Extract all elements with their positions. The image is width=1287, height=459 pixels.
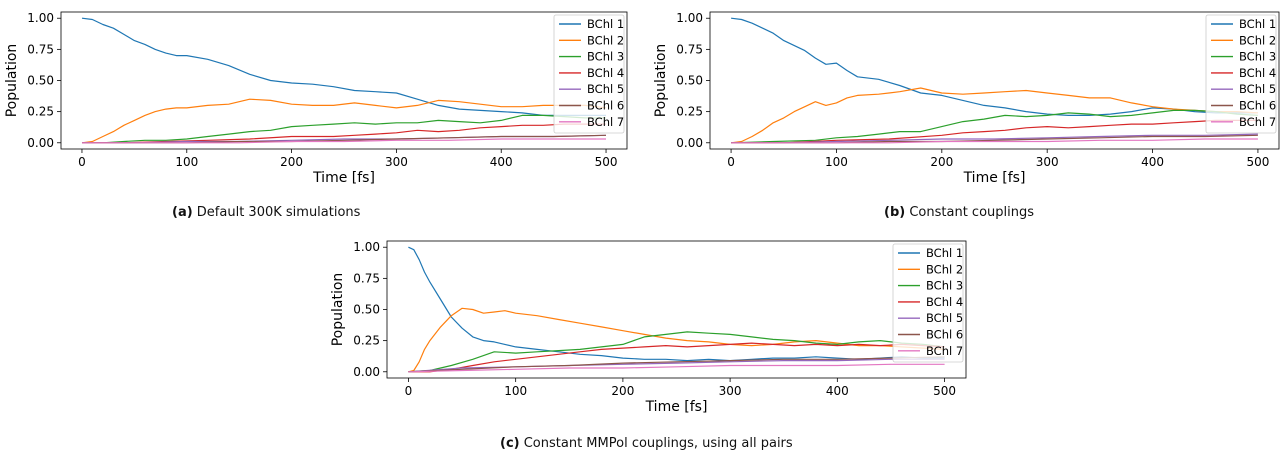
x-tick-label: 200	[280, 155, 303, 169]
caption-b-text: Constant couplings	[909, 205, 1034, 220]
caption-c-label: (c)	[500, 436, 520, 451]
legend-box	[892, 243, 964, 363]
legend-entry-2: BChl 2	[1239, 33, 1276, 47]
y-tick-label: 0.50	[676, 74, 703, 88]
legend-entry-3: BChl 3	[587, 50, 624, 64]
legend-box	[553, 14, 625, 134]
caption-c: (c) Constant MMPol couplings, using all …	[500, 436, 793, 451]
y-tick-label: 0.00	[353, 365, 380, 379]
chart-panel-3: 0 100 200 300 400 500 0.00 0.25 0.50 0.75 1.00 Time…	[330, 240, 967, 415]
x-tick-label: 300	[1036, 155, 1059, 169]
y-tick-label: 0.50	[27, 74, 54, 88]
series-line-3	[82, 114, 606, 144]
legend-entry-7: BChl 7	[587, 115, 624, 129]
x-tick-label: 500	[595, 155, 618, 169]
y-tick-label: 0.00	[27, 136, 54, 150]
series-line-4	[731, 119, 1258, 144]
legend: BChl 1 BChl 2 BChl 3 BChl 4 BChl 5 BChl 6 BChl…	[892, 243, 964, 363]
x-tick-label: 500	[933, 384, 956, 398]
x-tick-label: 0	[405, 384, 413, 398]
y-axis-label: Population	[653, 44, 669, 118]
legend-entry-1: BChl 1	[1239, 17, 1276, 31]
legend-box	[1205, 14, 1277, 134]
series-line-1	[731, 17, 1258, 117]
series-line-3	[731, 109, 1258, 144]
legend-entry-3: BChl 3	[1239, 50, 1276, 64]
legend-entry-7: BChl 7	[1239, 115, 1276, 129]
caption-b-label: (b)	[884, 205, 906, 220]
y-tick-label: 1.00	[353, 240, 380, 254]
caption-a-text: Default 300K simulations	[196, 205, 361, 220]
x-axis-label: Time [fs]	[312, 170, 375, 186]
x-axis-label: Time [fs]	[963, 170, 1026, 186]
series-line-2	[408, 307, 945, 373]
series-line-5	[731, 133, 1258, 144]
caption-a-label: (a)	[172, 205, 193, 220]
series-line-6	[408, 356, 945, 373]
legend-entry-4: BChl 4	[587, 66, 624, 80]
series-line-7	[731, 138, 1258, 144]
caption-c-text: Constant MMPol couplings, using all pair…	[523, 436, 793, 451]
legend-entry-1: BChl 1	[926, 246, 963, 260]
x-tick-label: 400	[826, 384, 849, 398]
legend-entry-4: BChl 4	[926, 295, 963, 309]
caption-a: (a) Default 300K simulations	[172, 205, 360, 220]
y-tick-label: 0.00	[676, 136, 703, 150]
x-axis-label: Time [fs]	[645, 399, 708, 415]
x-tick-label: 100	[825, 155, 848, 169]
x-tick-label: 200	[930, 155, 953, 169]
legend-entry-5: BChl 5	[1239, 82, 1276, 96]
y-tick-label: 0.25	[27, 105, 54, 119]
series-line-3	[408, 331, 945, 373]
y-axis-label: Population	[330, 273, 346, 347]
y-tick-label: 0.75	[676, 42, 703, 56]
plot-frame	[60, 11, 628, 150]
chart-panel-1: 0 100 200 300 400 500 0.00 0.25 0.50 0.75 1.00 Time…	[4, 11, 628, 186]
x-tick-label: 300	[719, 384, 742, 398]
y-tick-label: 0.75	[353, 271, 380, 285]
y-axis-label: Population	[4, 44, 20, 118]
x-tick-label: 500	[1246, 155, 1269, 169]
legend: BChl 1 BChl 2 BChl 3 BChl 4 BChl 5 BChl 6 BChl…	[1205, 14, 1277, 134]
legend-entry-5: BChl 5	[926, 311, 963, 325]
x-tick-label: 0	[727, 155, 735, 169]
legend-entry-6: BChl 6	[926, 328, 963, 342]
legend-entry-2: BChl 2	[587, 33, 624, 47]
caption-b: (b) Constant couplings	[884, 205, 1034, 220]
legend-entry-7: BChl 7	[926, 344, 963, 358]
plot-frame	[709, 11, 1280, 150]
legend-entry-5: BChl 5	[587, 82, 624, 96]
y-tick-label: 0.50	[353, 303, 380, 317]
x-tick-label: 400	[1141, 155, 1164, 169]
legend-entry-6: BChl 6	[1239, 99, 1276, 113]
legend-entry-3: BChl 3	[926, 279, 963, 293]
y-tick-label: 0.75	[27, 42, 54, 56]
y-tick-label: 0.25	[353, 334, 380, 348]
series-line-2	[81, 98, 607, 144]
legend: BChl 1 BChl 2 BChl 3 BChl 4 BChl 5 BChl 6 BChl…	[553, 14, 625, 134]
legend-entry-6: BChl 6	[587, 99, 624, 113]
x-tick-label: 100	[504, 384, 527, 398]
legend-entry-4: BChl 4	[1239, 66, 1276, 80]
series-line-1	[81, 17, 606, 117]
x-tick-label: 200	[611, 384, 634, 398]
x-tick-label: 400	[490, 155, 513, 169]
legend-entry-1: BChl 1	[587, 17, 624, 31]
series-line-7	[408, 363, 945, 373]
y-tick-label: 0.25	[676, 105, 703, 119]
chart-panel-2: 0 100 200 300 400 500 0.00 0.25 0.50 0.75 1.00 Time…	[653, 11, 1280, 186]
x-tick-label: 100	[175, 155, 198, 169]
legend-entry-2: BChl 2	[926, 262, 963, 276]
series-line-4	[82, 123, 606, 144]
series-line-2	[731, 87, 1258, 144]
y-tick-label: 1.00	[676, 11, 703, 25]
x-tick-label: 0	[78, 155, 86, 169]
series-line-4	[408, 342, 945, 373]
y-tick-label: 1.00	[27, 11, 54, 25]
series-line-1	[408, 246, 945, 362]
x-tick-label: 300	[385, 155, 408, 169]
series-line-7	[82, 138, 606, 144]
